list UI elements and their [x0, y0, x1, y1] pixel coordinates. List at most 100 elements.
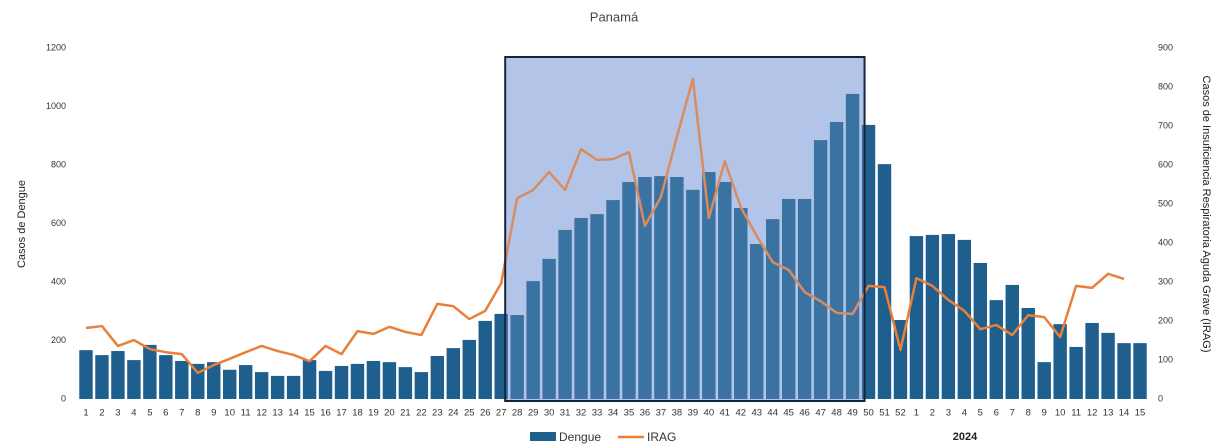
- x-tick-label: 2: [99, 408, 104, 419]
- x-tick-label: 19: [368, 408, 379, 419]
- bar: [1069, 346, 1083, 399]
- x-tick-label: 4: [131, 408, 136, 419]
- bar: [750, 243, 764, 399]
- bar: [1101, 332, 1115, 399]
- bar: [478, 320, 492, 399]
- bar: [542, 258, 556, 399]
- bar: [414, 372, 429, 399]
- y2-tick-label: 600: [1158, 159, 1173, 169]
- x-tick-label: 12: [256, 408, 267, 419]
- bar: [925, 234, 940, 399]
- bar: [813, 140, 828, 399]
- x-tick-label: 3: [946, 408, 951, 419]
- legend-label: IRAG: [647, 430, 676, 444]
- bar: [781, 198, 796, 399]
- x-tick-label: 27: [496, 408, 507, 419]
- bar: [462, 339, 476, 399]
- x-tick-label: 7: [179, 408, 184, 419]
- bar: [366, 360, 381, 399]
- bar: [654, 176, 668, 399]
- bar: [829, 122, 844, 399]
- y-tick-label: 0: [61, 393, 66, 403]
- bar: [526, 281, 540, 399]
- y2-axis-title: Casos de Insuficiencia Respiratoria Agud…: [1200, 76, 1212, 353]
- y2-tick-label: 700: [1158, 120, 1173, 130]
- x-tick-label: 13: [1103, 408, 1114, 419]
- bar: [286, 375, 301, 399]
- y-tick-label: 400: [51, 276, 66, 286]
- bar: [318, 370, 333, 399]
- x-tick-label: 4: [962, 408, 967, 419]
- bar: [941, 234, 956, 399]
- bar: [558, 229, 572, 399]
- x-tick-label: 8: [195, 408, 200, 419]
- x-tick-label: 18: [352, 408, 363, 419]
- bar: [909, 236, 924, 399]
- y2-tick-label: 800: [1158, 81, 1173, 91]
- bar: [159, 355, 173, 399]
- bar: [638, 176, 652, 399]
- x-tick-label: 51: [879, 408, 890, 419]
- x-tick-label: 41: [720, 408, 731, 419]
- bar: [574, 217, 588, 399]
- x-tick-label: 40: [704, 408, 715, 419]
- x-tick-label: 11: [1071, 408, 1081, 419]
- x-tick-label: 35: [624, 408, 635, 419]
- x-tick-label: 50: [863, 408, 874, 419]
- bar: [670, 176, 684, 399]
- x-tick-label: 9: [1042, 408, 1047, 419]
- x-tick-label: 14: [288, 408, 299, 419]
- x-tick-label: 29: [528, 408, 539, 419]
- x-tick-label: 1: [83, 408, 88, 419]
- x-tick-label: 22: [416, 408, 427, 419]
- bar: [79, 350, 93, 399]
- x-tick-label: 5: [978, 408, 983, 419]
- chart-title: Panamá: [590, 9, 639, 24]
- x-tick-label: 2: [930, 408, 935, 419]
- bar: [207, 362, 221, 399]
- bar: [191, 363, 205, 399]
- bar: [1053, 324, 1067, 399]
- bar: [877, 164, 892, 399]
- bar: [95, 355, 109, 399]
- bar: [702, 172, 716, 399]
- x-tick-label: 48: [831, 408, 842, 419]
- bar: [957, 239, 972, 399]
- y2-tick-label: 900: [1158, 42, 1173, 52]
- x-tick-label: 1: [914, 408, 919, 419]
- x-tick-label: 26: [480, 408, 491, 419]
- y2-tick-label: 300: [1158, 276, 1173, 286]
- bar: [350, 363, 365, 399]
- x-tick-label: 15: [304, 408, 315, 419]
- x-tick-label: 33: [592, 408, 603, 419]
- bar: [270, 375, 285, 399]
- bar: [734, 207, 748, 399]
- bar: [334, 365, 349, 399]
- x-tick-label: 31: [560, 408, 571, 419]
- x-tick-label: 36: [640, 408, 651, 419]
- x-tick-label: 23: [432, 408, 443, 419]
- x-tick-label: 13: [272, 408, 283, 419]
- x-tick-label: 43: [751, 408, 762, 419]
- y-tick-label: 1200: [46, 42, 66, 52]
- x-tick-label: 21: [400, 408, 411, 419]
- x-tick-label: 16: [320, 408, 331, 419]
- x-tick-label: 49: [847, 408, 858, 419]
- legend-label: Dengue: [559, 430, 601, 444]
- y-tick-label: 200: [51, 335, 66, 345]
- bar: [797, 198, 812, 399]
- x-tick-label: 7: [1010, 408, 1015, 419]
- bar: [1037, 362, 1051, 399]
- bar: [446, 348, 461, 399]
- bar: [238, 365, 253, 399]
- x-tick-label: 24: [448, 408, 459, 419]
- x-tick-label: 34: [608, 408, 619, 419]
- y-axis-title: Casos de Dengue: [16, 180, 28, 268]
- bar: [398, 367, 413, 399]
- line: [85, 77, 1125, 375]
- bar: [973, 262, 988, 399]
- bar: [989, 300, 1003, 399]
- y-tick-label: 800: [51, 159, 66, 169]
- y2-tick-label: 100: [1158, 354, 1173, 364]
